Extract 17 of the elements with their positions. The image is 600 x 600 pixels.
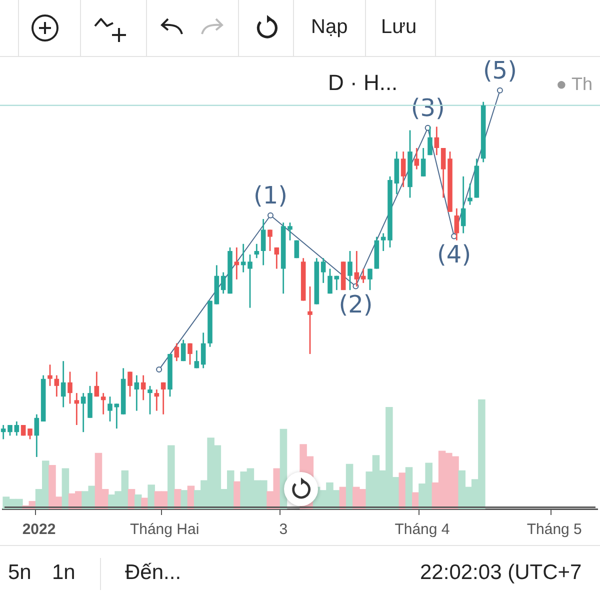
x-tick-label: Tháng Hai — [130, 521, 200, 538]
text: Lưu — [381, 16, 417, 39]
x-tick-label: Tháng 4 — [394, 521, 450, 538]
annotation: (2) — [338, 290, 373, 318]
x-tick-label: 3 — [279, 521, 288, 538]
annotation: (5) — [482, 56, 517, 85]
text: Đến... — [125, 561, 182, 585]
annotation: (4) — [437, 240, 472, 268]
chart-subtitle: D · H... — [328, 70, 398, 96]
text: Nạp — [311, 16, 348, 39]
x-tick-label: 2022 — [22, 521, 56, 538]
text: 5n — [8, 561, 32, 585]
x-tick-label: Tháng 5 — [526, 521, 582, 538]
annotation: (1) — [254, 182, 288, 210]
text: 22:02:03 (UTC+7 — [420, 561, 582, 585]
text: 1n — [52, 561, 76, 585]
annotation: ● Th — [556, 74, 593, 95]
